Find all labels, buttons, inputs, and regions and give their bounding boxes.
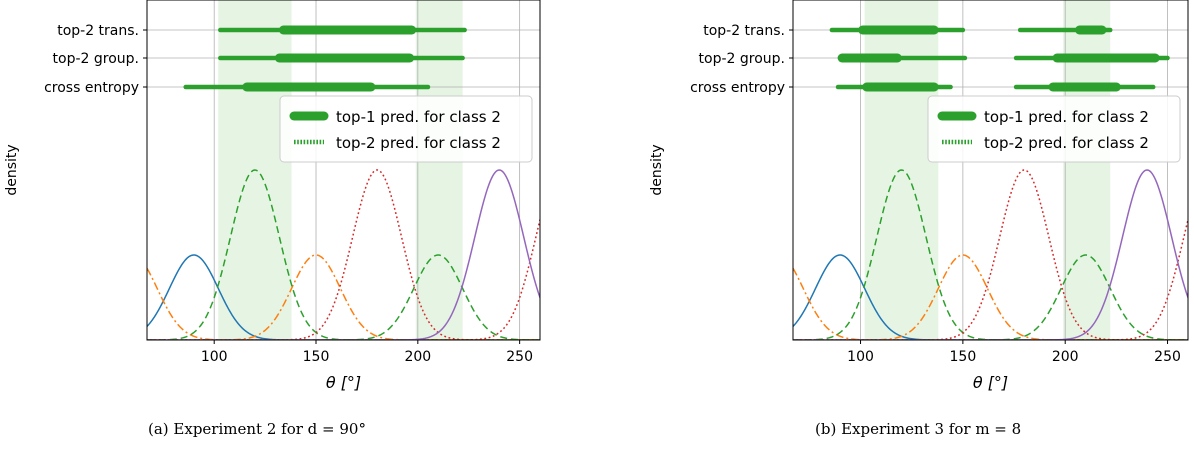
x-tick-label: 150: [950, 349, 977, 365]
row-label: cross entropy: [690, 80, 785, 96]
x-axis-label: θ [°]: [973, 373, 1008, 392]
density-curve-orange: [147, 266, 540, 340]
shaded-region: [415, 0, 463, 340]
y-axis-label: density: [649, 144, 665, 195]
legend-box: [279, 95, 533, 163]
legend-box: [927, 95, 1181, 163]
density-curve-red: [147, 216, 540, 340]
y-axis-label: density: [4, 144, 20, 195]
x-tick-label: 100: [847, 349, 874, 365]
x-tick-label: 150: [303, 349, 330, 365]
x-axis-label: θ [°]: [326, 373, 361, 392]
density-curve-purple: [147, 169, 540, 340]
row-label: top-2 group.: [699, 51, 785, 67]
density-curve-blue: [793, 254, 1188, 340]
density-curve-blue: [147, 254, 540, 340]
chart-panel-b: top-1 pred. for class 2 top-2 pred. for c…: [645, 0, 1194, 448]
x-tick-label: 200: [1052, 349, 1079, 365]
density-curve-orange: [793, 254, 1188, 340]
chart-b-svg: top-1 pred. for class 2 top-2 pred. for c…: [649, 0, 1189, 392]
shaded-region: [1063, 0, 1111, 340]
density-curve-orange: [147, 254, 540, 340]
x-tick-label: 200: [404, 349, 431, 365]
density-curve-red: [793, 169, 1188, 340]
density-curve-red: [147, 169, 540, 340]
row-label: top-2 group.: [53, 51, 139, 67]
legend-label-top1: top-1 pred. for class 2: [336, 108, 501, 126]
density-curve-green: [793, 254, 1188, 340]
density-curve-green: [147, 254, 540, 340]
row-label: top-2 trans.: [57, 23, 139, 39]
row-label: cross entropy: [44, 80, 139, 96]
axes-frame: [146, 0, 541, 341]
x-tick-label: 100: [201, 349, 228, 365]
legend: top-1 pred. for class 2 top-2 pred. for c…: [279, 95, 533, 163]
legend-label-top2: top-2 pred. for class 2: [336, 134, 501, 152]
x-tick-label: 250: [506, 349, 533, 365]
chart-panel-a: top-1 pred. for class 2 top-2 pred. for c…: [0, 0, 560, 448]
caption-a: (a) Experiment 2 for d = 90°: [148, 420, 366, 438]
plot-area: [793, 0, 1188, 340]
density-curve-purple: [793, 169, 1188, 340]
caption-b: (b) Experiment 3 for m = 8: [815, 420, 1022, 438]
legend-label-top1: top-1 pred. for class 2: [984, 108, 1149, 126]
density-curve-green: [147, 169, 540, 340]
chart-a-svg: top-1 pred. for class 2 top-2 pred. for c…: [4, 0, 541, 392]
legend-label-top2: top-2 pred. for class 2: [984, 134, 1149, 152]
x-tick-label: 250: [1154, 349, 1181, 365]
density-curve-orange: [793, 266, 1188, 340]
axes-frame: [792, 0, 1189, 341]
legend: top-1 pred. for class 2 top-2 pred. for c…: [927, 95, 1181, 163]
plot-area: [147, 0, 540, 340]
density-curve-red: [793, 216, 1188, 340]
row-label: top-2 trans.: [703, 23, 785, 39]
